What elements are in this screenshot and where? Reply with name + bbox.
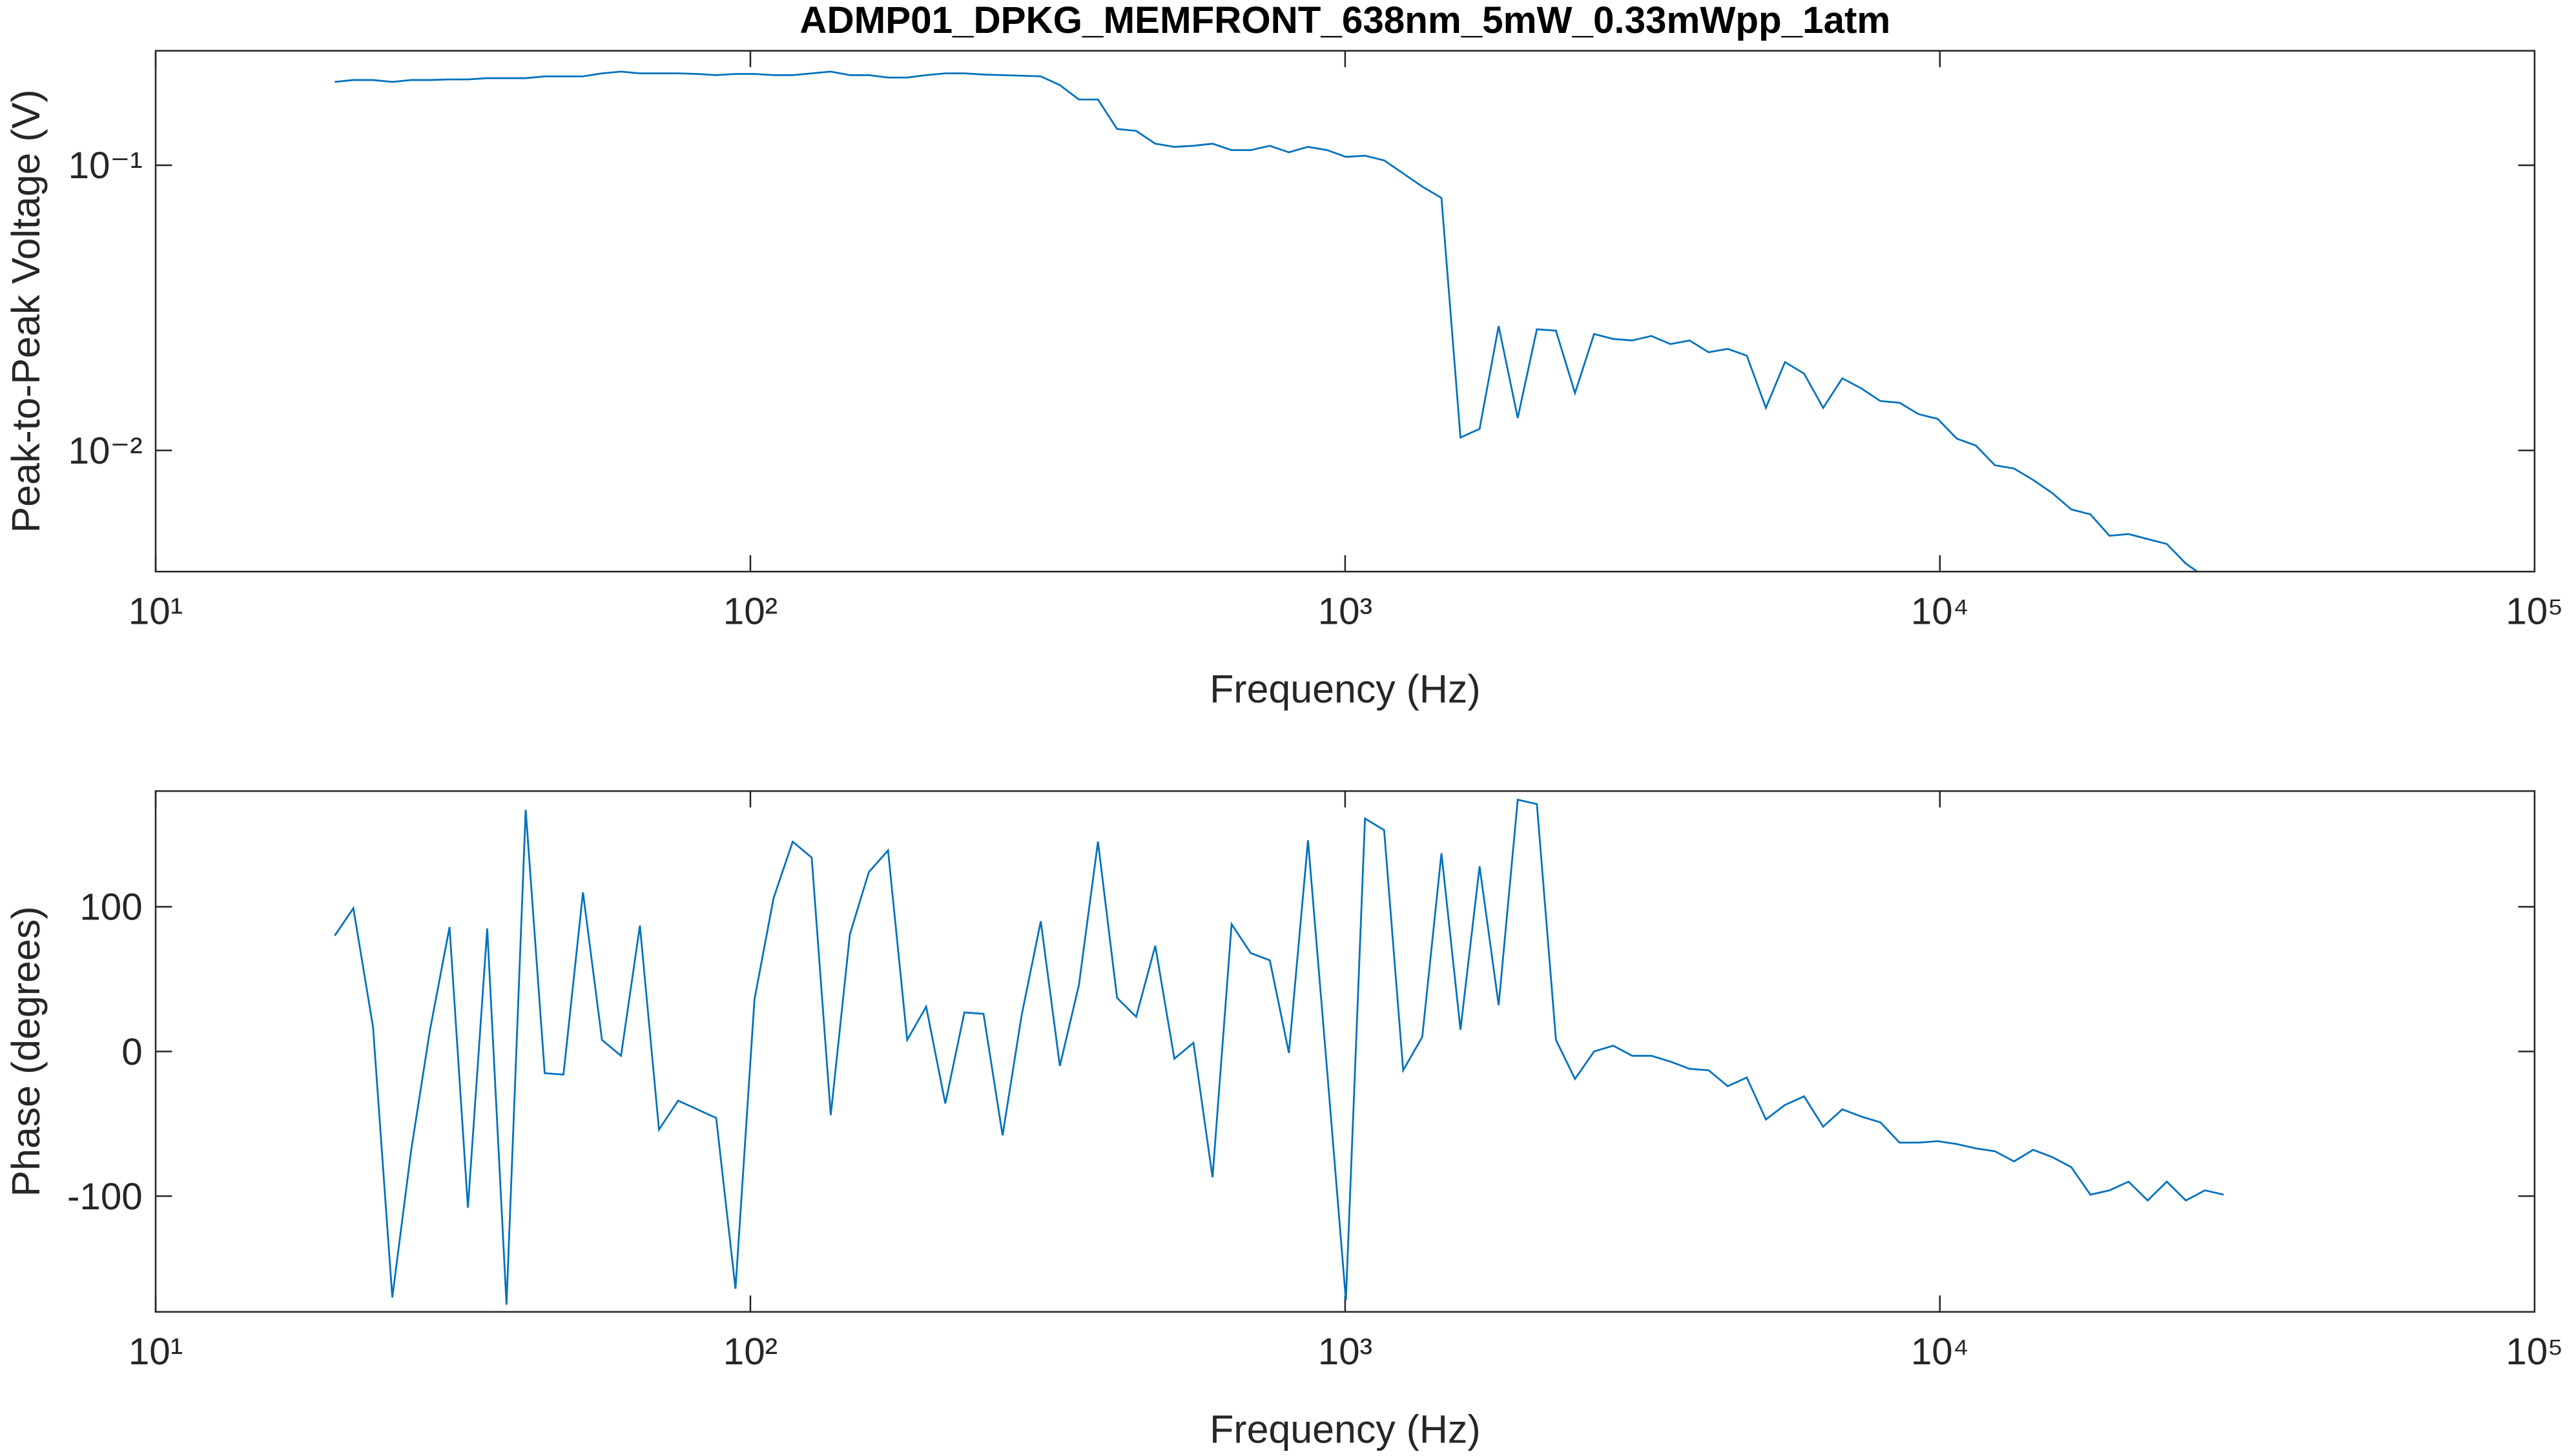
y-tick-label: 100 — [79, 887, 142, 928]
x-tick-label: 10¹ — [129, 590, 183, 632]
x-tick-label: 10⁴ — [1911, 1331, 1969, 1373]
x-tick-label: 10⁵ — [2506, 590, 2563, 632]
x-axis-label: Frequency (Hz) — [1210, 1408, 1481, 1451]
x-axis-label: Frequency (Hz) — [1210, 667, 1481, 711]
x-tick-label: 10³ — [1318, 590, 1372, 632]
y-tick-label: 0 — [121, 1031, 142, 1073]
y-tick-label: -100 — [67, 1176, 143, 1218]
y-axis-label: Peak-to-Peak Voltage (V) — [4, 90, 48, 533]
subplot: 10¹ 10² 10³ 10⁴ 10⁵ -100 0 100 Frequency (Hz) Pha… — [4, 790, 2563, 1451]
x-tick-label: 10⁵ — [2506, 1331, 2563, 1373]
x-tick-label: 10¹ — [129, 1331, 183, 1373]
x-tick-label: 10² — [723, 590, 778, 632]
subplot: 10¹ 10² 10³ 10⁴ 10⁵ 10⁻² 10⁻¹ Frequency (Hz) Pea… — [4, 50, 2563, 711]
data-line — [334, 798, 2224, 1305]
x-tick-label: 10⁴ — [1911, 590, 1969, 632]
plot-area — [156, 791, 2535, 1312]
plot-area — [156, 50, 2535, 572]
x-tick-label: 10³ — [1318, 1331, 1372, 1373]
chart-title: ADMP01_DPKG_MEMFRONT_638nm_5mW_0.33mWpp_… — [800, 0, 1890, 41]
y-axis-label: Phase (degrees) — [4, 906, 48, 1196]
x-tick-label: 10² — [723, 1331, 778, 1373]
y-tick-label: 10⁻¹ — [68, 145, 143, 187]
axes-box — [154, 790, 2535, 1313]
axes-box — [154, 50, 2535, 573]
y-tick-label: 10⁻² — [68, 430, 143, 472]
data-line — [335, 70, 2199, 572]
